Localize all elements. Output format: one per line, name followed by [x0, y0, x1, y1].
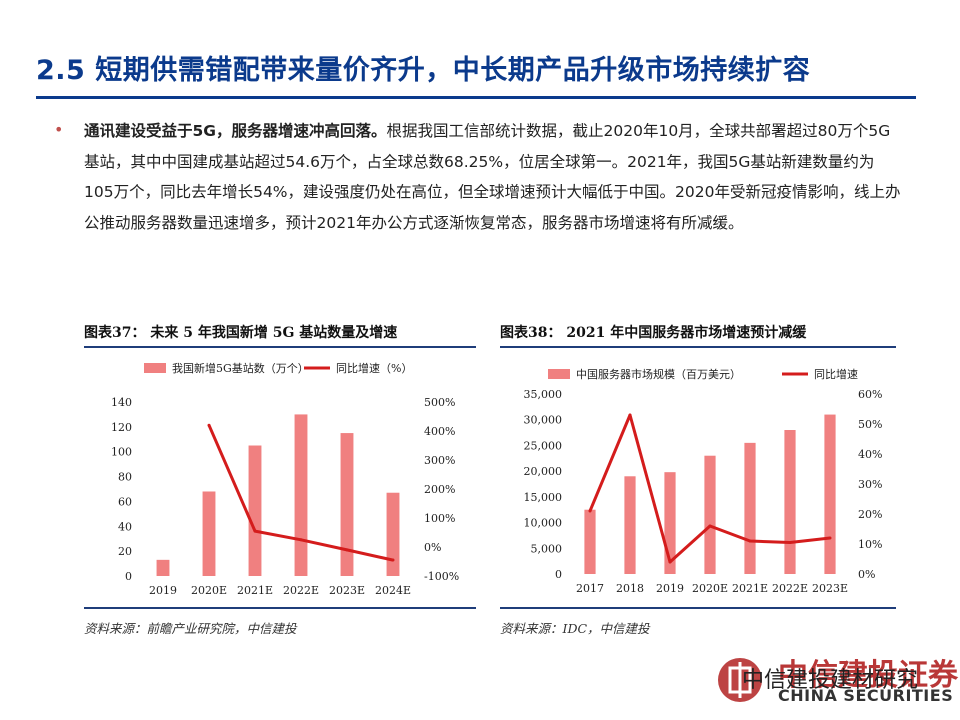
figure37-bottom-rule — [84, 607, 476, 609]
logo-name-cn: 中信建投证券 — [778, 658, 958, 693]
body-paragraph: 通讯建设受益于5G，服务器增速冲高回落。根据我国工信部统计数据，截止2020年1… — [84, 116, 904, 238]
y-right-tick-label: 0% — [424, 541, 441, 554]
y-left-tick-label: 20 — [118, 545, 132, 558]
bar — [784, 430, 796, 574]
paragraph-lead: 通讯建设受益于5G，服务器增速冲高回落。 — [84, 122, 387, 140]
x-tick-label: 2019 — [656, 582, 684, 595]
y-left-tick-label: 5,000 — [531, 542, 563, 555]
y-right-tick-label: 300% — [424, 454, 455, 467]
x-tick-label: 2020E — [692, 582, 728, 595]
y-right-tick-label: 50% — [858, 418, 882, 431]
legend-bar-label: 我国新增5G基站数（万个） — [172, 361, 309, 375]
y-right-tick-label: 10% — [858, 538, 882, 551]
line-point — [299, 538, 303, 542]
x-tick-label: 2020E — [191, 584, 227, 597]
y-left-tick-label: 35,000 — [524, 388, 563, 401]
line-point — [748, 539, 752, 543]
y-right-tick-label: 0% — [858, 568, 875, 581]
x-tick-label: 2023E — [812, 582, 848, 595]
y-right-tick-label: 40% — [858, 448, 882, 461]
line-point — [828, 536, 832, 540]
y-right-tick-label: 60% — [858, 388, 882, 401]
line-point — [668, 560, 672, 564]
y-left-tick-label: 100 — [111, 446, 132, 459]
line-point — [628, 413, 632, 417]
y-left-tick-label: 60 — [118, 495, 132, 508]
figure38-title: 图表38： 2021 年中国服务器市场增速预计减缓 — [500, 325, 807, 341]
x-tick-label: 2022E — [283, 584, 319, 597]
x-tick-label: 2019 — [149, 584, 177, 597]
y-right-tick-label: 30% — [858, 478, 882, 491]
y-left-tick-label: 120 — [111, 421, 132, 434]
figure37-chart: 我国新增5G基站数（万个） 同比增速（%） 0 20 40 60 80 100 120 140 -1… — [111, 361, 459, 597]
title-divider — [36, 96, 916, 99]
line-point — [391, 558, 395, 562]
y-left-tick-label: 15,000 — [524, 491, 563, 504]
y-right-tick-label: 400% — [424, 425, 455, 438]
logo-name-en: CHINA SECURITIES — [778, 686, 954, 705]
legend-line-label: 同比增速 — [814, 367, 858, 381]
bar — [824, 414, 836, 574]
bar — [624, 476, 636, 574]
bar — [202, 491, 216, 576]
figure38-chart: 中国服务器市场规模（百万美元） 同比增速 0 5,000 10,000 15,000 20,… — [524, 367, 883, 595]
bullet-icon: • — [54, 120, 64, 139]
bar — [156, 559, 170, 576]
bar — [294, 414, 308, 576]
y-left-tick-label: 10,000 — [524, 517, 563, 530]
paragraph-body: 根据我国工信部统计数据，截止2020年10月，全球共部署超过80万个5G基站，其… — [84, 122, 901, 232]
y-right-tick-label: 500% — [424, 396, 455, 409]
legend-bar-swatch — [548, 369, 570, 379]
y-left-tick-label: 0 — [125, 570, 132, 583]
figure38-source: 资料来源：IDC，中信建投 — [500, 621, 650, 636]
x-tick-label: 2017 — [576, 582, 604, 595]
figure37-title: 图表37： 未来 5 年我国新增 5G 基站数量及增速 — [84, 325, 398, 341]
figure38-top-rule — [500, 346, 896, 348]
company-logo — [718, 658, 762, 702]
watermark-text: 中信建投建材研究 — [742, 668, 919, 693]
bar — [340, 433, 354, 576]
y-left-tick-label: 30,000 — [524, 414, 563, 427]
y-left-tick-label: 140 — [111, 396, 132, 409]
line-point — [708, 524, 712, 528]
line-point — [253, 529, 257, 533]
y-right-tick-label: 100% — [424, 512, 455, 525]
figure38-bottom-rule — [500, 607, 896, 609]
x-tick-label: 2024E — [375, 584, 411, 597]
line-point — [207, 423, 211, 427]
legend-bar-label: 中国服务器市场规模（百万美元） — [576, 367, 741, 381]
x-tick-label: 2023E — [329, 584, 365, 597]
line-point — [788, 541, 792, 544]
x-tick-label: 2018 — [616, 582, 644, 595]
bar — [584, 509, 596, 574]
line-point — [588, 509, 592, 513]
y-left-tick-label: 20,000 — [524, 465, 563, 478]
bar — [386, 492, 400, 576]
bar — [664, 472, 676, 574]
page-title: 2.5 短期供需错配带来量价齐升，中长期产品升级市场持续扩容 — [36, 55, 811, 86]
line-point — [345, 548, 349, 552]
bar — [248, 445, 262, 576]
figure37-top-rule — [84, 346, 476, 348]
figure37-source: 资料来源：前瞻产业研究院，中信建投 — [84, 621, 297, 636]
y-right-tick-label: -100% — [424, 570, 459, 583]
y-left-tick-label: 40 — [118, 520, 132, 533]
bar — [704, 455, 716, 574]
y-right-tick-label: 20% — [858, 508, 882, 521]
x-tick-label: 2021E — [732, 582, 768, 595]
x-tick-label: 2021E — [237, 584, 273, 597]
legend-bar-swatch — [144, 363, 166, 373]
y-left-tick-label: 25,000 — [524, 439, 563, 452]
x-tick-label: 2022E — [772, 582, 808, 595]
y-right-tick-label: 200% — [424, 483, 455, 496]
y-left-tick-label: 0 — [555, 568, 562, 581]
legend-line-label: 同比增速（%） — [336, 361, 412, 375]
bar — [744, 442, 756, 574]
y-left-tick-label: 80 — [118, 471, 132, 484]
